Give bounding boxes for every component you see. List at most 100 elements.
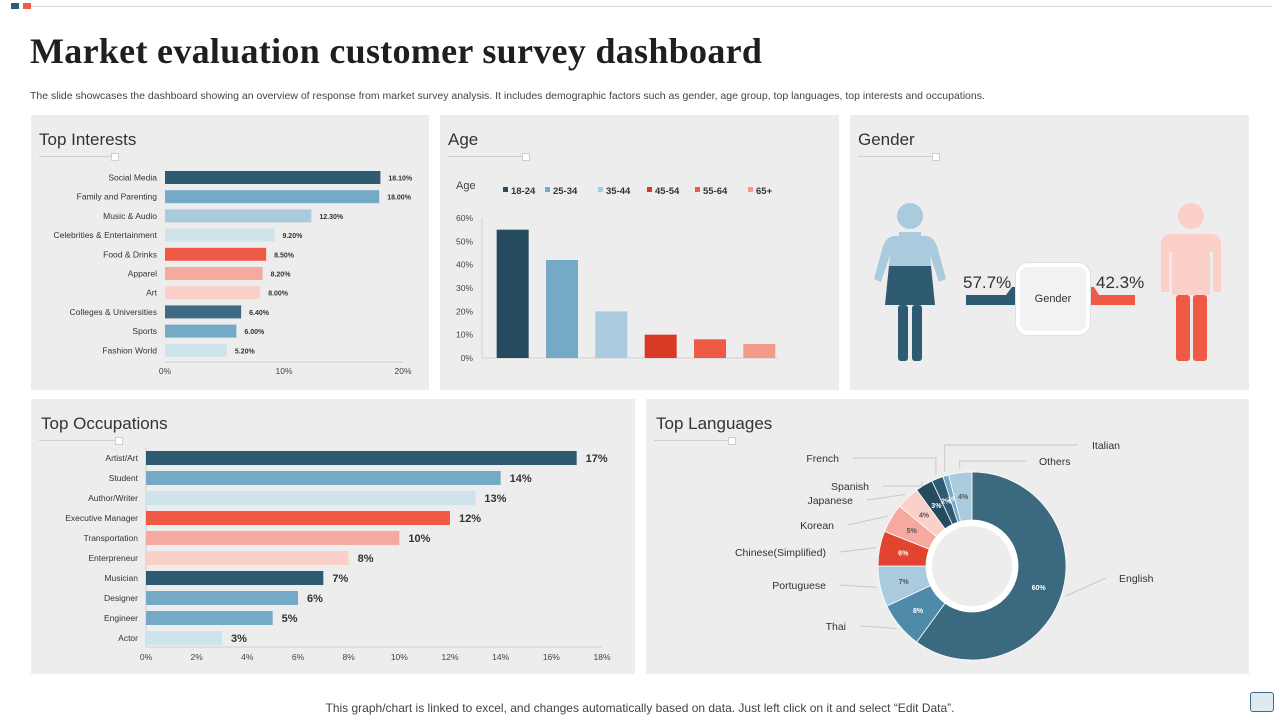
y-tick-label: 60% — [456, 213, 473, 223]
x-tick-label: 18% — [593, 652, 610, 662]
panel-rule — [654, 440, 734, 441]
category-label: Chinese(Simplified) — [735, 547, 826, 559]
x-tick-label: 20% — [394, 366, 411, 376]
category-label: Portuguese — [772, 580, 826, 592]
male-connector — [1087, 287, 1135, 305]
data-label: 9.20% — [282, 233, 303, 240]
bar — [165, 286, 261, 300]
slice-label: 2% — [941, 498, 952, 505]
edit-data-button[interactable] — [1250, 692, 1274, 712]
panel-rule — [858, 156, 936, 157]
panel-top-occupations: Top Occupations 0% 2% 4% 6% 8% 10% 12% 14% 16% 18… — [31, 399, 635, 674]
donut-hole-inner — [932, 526, 1012, 606]
panel-top-interests: Top Interests 0% 10% 20% Social Media 18.10%… — [31, 115, 429, 390]
category-label: Korean — [800, 520, 834, 532]
footer-note: This graph/chart is linked to excel, and… — [325, 701, 955, 715]
category-label: Japanese — [807, 495, 853, 507]
slice-label: 3% — [931, 503, 942, 510]
category-label: Social Media — [108, 173, 157, 183]
gender-center-label: Gender — [1016, 263, 1090, 335]
legend-label: 18-24 — [511, 186, 536, 197]
data-label: 8.20% — [271, 272, 292, 279]
x-tick-label: 16% — [543, 652, 560, 662]
bar — [146, 571, 324, 585]
legend-label: 65+ — [756, 186, 773, 197]
x-tick-label: 14% — [492, 652, 509, 662]
category-label: Others — [1039, 456, 1071, 468]
legend-label: 55-64 — [703, 186, 728, 197]
category-label: Actor — [118, 633, 138, 643]
category-label: Apparel — [128, 269, 157, 279]
bar — [146, 551, 349, 565]
bar — [165, 267, 263, 280]
slice-label: 4% — [958, 494, 969, 501]
panel-title: Top Occupations — [41, 414, 168, 433]
category-label: Student — [109, 473, 139, 483]
leader-line — [1064, 577, 1107, 597]
slice-label: 7% — [899, 579, 910, 586]
category-label: Art — [146, 288, 158, 298]
bar — [165, 247, 267, 261]
deco-square-red — [23, 3, 31, 9]
category-label: Family and Parenting — [77, 192, 158, 202]
legend-label: 25-34 — [553, 186, 578, 197]
data-label: 17% — [586, 453, 608, 465]
data-label: 13% — [484, 493, 506, 505]
data-label: 8% — [358, 553, 374, 565]
panel-handle — [111, 153, 119, 161]
category-label: Artist/Art — [105, 453, 138, 463]
data-label: 8.00% — [268, 291, 289, 298]
x-tick-label: 8% — [343, 652, 356, 662]
bar — [743, 344, 776, 358]
panel-title: Top Languages — [656, 414, 773, 433]
data-label: 5% — [282, 613, 298, 625]
category-label: English — [1119, 573, 1154, 585]
category-label: Food & Drinks — [103, 249, 157, 259]
category-label: Enterpreneur — [88, 553, 138, 563]
x-tick-label: 2% — [191, 652, 204, 662]
gender-graphic — [874, 203, 1221, 361]
bar — [146, 611, 273, 625]
bar — [595, 311, 628, 358]
bar — [496, 229, 529, 358]
slice-label: 4% — [919, 512, 930, 519]
data-label: 18.10% — [388, 176, 413, 183]
panel-rule — [39, 156, 117, 157]
panel-gender: Gender 57.7% 42.3% Gender — [850, 115, 1249, 390]
legend-label: 35-44 — [606, 186, 631, 197]
x-tick-label: 0% — [159, 366, 172, 376]
bar — [146, 451, 577, 465]
data-label: 8.50% — [274, 252, 295, 259]
bar — [165, 190, 380, 204]
category-label: Musician — [104, 573, 138, 583]
data-label: 7% — [332, 573, 348, 585]
panel-handle — [932, 153, 940, 161]
male-icon — [1161, 203, 1221, 361]
data-label: 18.00% — [387, 195, 412, 202]
category-label: Sports — [132, 326, 157, 336]
category-label: Music & Audio — [103, 211, 157, 221]
languages-chart: 60% English 8% Thai 7% Portuguese 6% Chinese(Si… — [735, 440, 1154, 661]
age-chart: Age 18-24 25-34 35-44 45-54 55-64 65+ 0% 10% 20% 3… — [456, 180, 778, 363]
category-label: French — [806, 453, 839, 465]
leader-line — [859, 625, 897, 629]
bar — [694, 339, 726, 358]
legend-label: 45-54 — [655, 186, 680, 197]
data-label: 10% — [408, 533, 430, 545]
bar — [146, 591, 298, 605]
panel-top-languages: Top Languages 60% English 8% Thai 7% Portugue… — [646, 399, 1249, 674]
legend-swatch — [503, 187, 508, 192]
data-label: 6% — [307, 593, 323, 605]
male-percent: 42.3% — [1096, 273, 1145, 292]
x-tick-label: 10% — [275, 366, 292, 376]
category-label: Italian — [1092, 440, 1120, 452]
panel-title: Gender — [858, 130, 915, 149]
bar — [165, 343, 227, 357]
page-subtitle: The slide showcases the dashboard showin… — [30, 90, 985, 102]
x-tick-label: 6% — [292, 652, 305, 662]
slice-label: 1% — [947, 496, 958, 503]
female-percent: 57.7% — [963, 273, 1012, 292]
legend-swatch — [598, 187, 603, 192]
data-label: 3% — [231, 633, 247, 645]
bar — [165, 324, 237, 338]
